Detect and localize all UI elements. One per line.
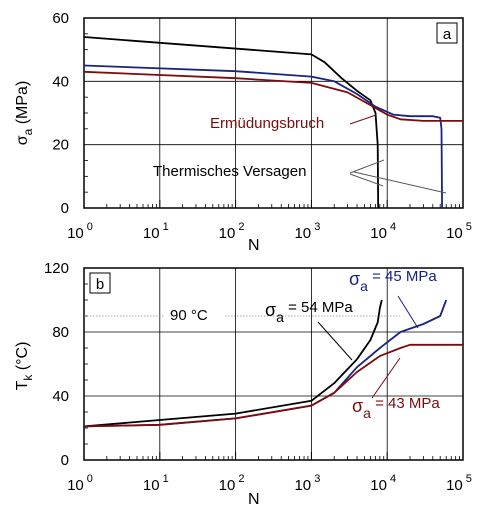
panel-b-x-axis-label: N xyxy=(248,491,260,508)
annotation-sigma-43-value: = 43 MPa xyxy=(371,395,440,412)
series-line-1 xyxy=(84,300,382,426)
series-line-2 xyxy=(84,66,442,209)
x-tick-base: 10 xyxy=(294,477,311,494)
annotation-sigma-45-symbol: σ xyxy=(349,269,360,289)
annotation-leader-1 xyxy=(350,160,384,173)
annotation-sigma-43: σa = 43 MPa xyxy=(352,395,440,421)
annotation-sigma-45-subscript: a xyxy=(360,278,368,294)
annotation-sigma-54: σa = 54 MPa xyxy=(265,299,353,325)
annotation-sigma-54-leader xyxy=(318,322,352,360)
annotation-sigma-54-symbol: σ xyxy=(265,300,276,320)
panel-a-y-axis-symbol: σ xyxy=(14,135,31,145)
panel-b-tag: b xyxy=(96,276,104,293)
annotation-ermuedungsbruch-leader xyxy=(350,115,376,124)
x-tick-base: 10 xyxy=(219,477,236,494)
x-tick-base: 10 xyxy=(370,225,387,242)
x-tick-base: 10 xyxy=(143,225,160,242)
series-line-3 xyxy=(84,72,463,121)
x-tick-exponent: 0 xyxy=(84,221,93,233)
x-tick-base: 10 xyxy=(219,225,236,242)
panel-b-frame xyxy=(84,268,463,460)
x-tick-exponent: 5 xyxy=(463,221,472,233)
x-tick-exponent: 2 xyxy=(235,221,244,233)
panel-a-y-axis-unit: (MPa) xyxy=(14,81,31,129)
x-tick-base: 10 xyxy=(370,477,387,494)
panel-b-y-axis-label: Tk (°C) xyxy=(14,342,35,391)
x-tick-label: 10 5 xyxy=(446,221,472,242)
x-tick-base: 10 xyxy=(67,477,84,494)
y-tick-label: 60 xyxy=(52,10,69,27)
x-tick-exponent: 2 xyxy=(235,473,244,485)
x-tick-exponent: 4 xyxy=(387,473,396,485)
x-tick-exponent: 0 xyxy=(84,473,93,485)
x-tick-label: 10 2 xyxy=(219,473,245,494)
series-line-3 xyxy=(84,345,463,427)
x-tick-label: 10 3 xyxy=(294,221,320,242)
x-tick-label: 10 1 xyxy=(143,473,169,494)
annotation-leader-3 xyxy=(354,172,446,193)
annotation-sigma-45: σa = 45 MPa xyxy=(349,268,437,294)
annotation-sigma-45-leader xyxy=(398,296,418,328)
x-tick-label: 10 2 xyxy=(219,221,245,242)
x-tick-label: 10 4 xyxy=(370,473,396,494)
x-tick-exponent: 3 xyxy=(311,473,320,485)
x-tick-label: 10 3 xyxy=(294,473,320,494)
panel-a-x-axis-label: N xyxy=(248,237,260,254)
annotation-sigma-54-subscript: a xyxy=(276,309,284,325)
annotation-sigma-54-value: = 54 MPa xyxy=(284,299,353,316)
panel-b-y-axis-unit: (°C) xyxy=(14,342,31,375)
y-tick-label: 40 xyxy=(52,388,69,405)
annotation-sigma-45-value: = 45 MPa xyxy=(368,268,437,285)
x-tick-exponent: 4 xyxy=(387,221,396,233)
y-tick-label: 20 xyxy=(52,137,69,154)
y-tick-label: 0 xyxy=(61,452,69,469)
annotation-ermuedungsbruch: Ermüdungsbruch xyxy=(210,115,324,132)
panel-b-grid xyxy=(84,268,463,460)
panel-b-y-axis-symbol: T xyxy=(14,380,31,390)
y-tick-label: 80 xyxy=(52,324,69,341)
annotation-thermisches-versagen: Thermisches Versagen xyxy=(153,163,306,180)
x-tick-label: 10 0 xyxy=(67,221,93,242)
x-tick-exponent: 1 xyxy=(160,221,169,233)
annotation-sigma-43-leader xyxy=(372,358,400,398)
x-tick-label: 10 1 xyxy=(143,221,169,242)
reference-line-label: 90 °C xyxy=(170,307,208,324)
annotation-sigma-43-symbol: σ xyxy=(352,396,363,416)
y-tick-label: 40 xyxy=(52,73,69,90)
x-tick-exponent: 1 xyxy=(160,473,169,485)
x-tick-label: 10 0 xyxy=(67,473,93,494)
panel-a-y-axis-label: σa (MPa) xyxy=(14,81,35,146)
panel-a-tag: a xyxy=(443,26,452,43)
x-tick-base: 10 xyxy=(294,225,311,242)
x-tick-base: 10 xyxy=(67,225,84,242)
x-tick-exponent: 3 xyxy=(311,221,320,233)
x-tick-base: 10 xyxy=(446,477,463,494)
y-tick-label: 120 xyxy=(44,260,69,277)
x-tick-base: 10 xyxy=(446,225,463,242)
x-tick-label: 10 5 xyxy=(446,473,472,494)
y-tick-label: 0 xyxy=(61,200,69,217)
x-tick-base: 10 xyxy=(143,477,160,494)
x-tick-label: 10 4 xyxy=(370,221,396,242)
annotation-sigma-43-subscript: a xyxy=(363,405,371,421)
x-tick-exponent: 5 xyxy=(463,473,472,485)
